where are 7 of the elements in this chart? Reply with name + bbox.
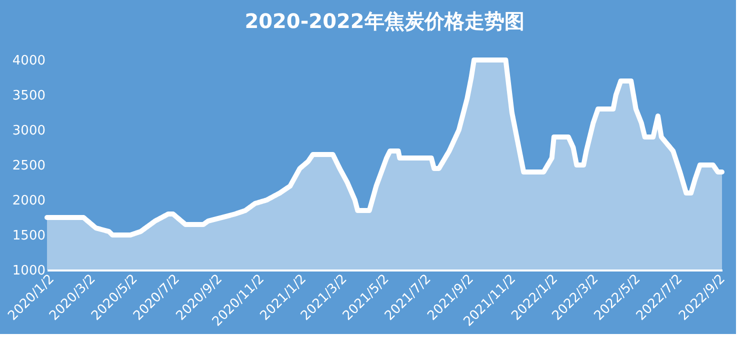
y-tick-label: 2000 xyxy=(12,194,46,208)
y-tick-label: 3000 xyxy=(12,124,46,138)
y-tick-label: 4000 xyxy=(12,54,46,68)
y-tick-label: 3500 xyxy=(12,88,46,104)
y-tick-label: 1500 xyxy=(12,228,46,244)
chart-title: 2020-2022年焦炭价格走势图 xyxy=(244,9,524,33)
y-tick-label: 2500 xyxy=(12,158,46,174)
